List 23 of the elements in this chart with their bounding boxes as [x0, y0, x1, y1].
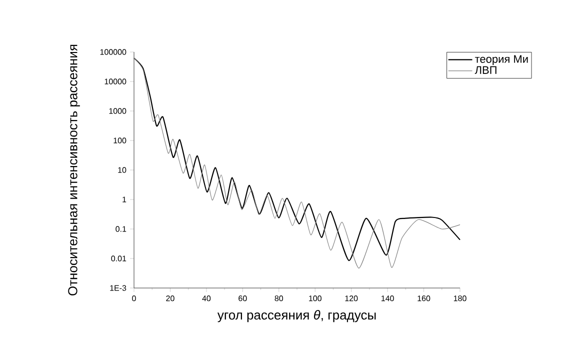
- x-tick-label: 40: [202, 296, 211, 302]
- y-tick-label: 10000: [104, 78, 126, 84]
- x-tick-label: 60: [238, 296, 247, 302]
- y-tick-label: 100000: [100, 49, 126, 55]
- x-tick-label: 0: [132, 296, 136, 302]
- legend-label: ЛВП: [474, 66, 496, 74]
- x-axis-title: угол рассеяния θ, градусы: [217, 310, 376, 322]
- y-tick-label: 0.1: [116, 226, 126, 232]
- x-tick-label: 140: [381, 296, 394, 302]
- y-tick-label: 0.01: [111, 256, 126, 262]
- x-tick-label: 180: [454, 296, 466, 302]
- x-tick-label: 160: [418, 296, 430, 302]
- y-tick-label: 1: [122, 196, 126, 202]
- y-tick-label: 1000: [109, 108, 126, 114]
- y-tick-label: 1E-3: [110, 285, 126, 291]
- x-tick-label: 20: [166, 296, 174, 302]
- y-axis-title: Относительная интенсивность рассеяния: [68, 44, 80, 296]
- x-tick-label: 80: [274, 296, 284, 302]
- y-tick-label: 10: [118, 167, 126, 173]
- y-tick-label: 100: [114, 138, 126, 144]
- x-tick-label: 120: [345, 296, 358, 302]
- legend-label: теория Ми: [474, 55, 528, 66]
- x-tick-label: 100: [309, 296, 322, 302]
